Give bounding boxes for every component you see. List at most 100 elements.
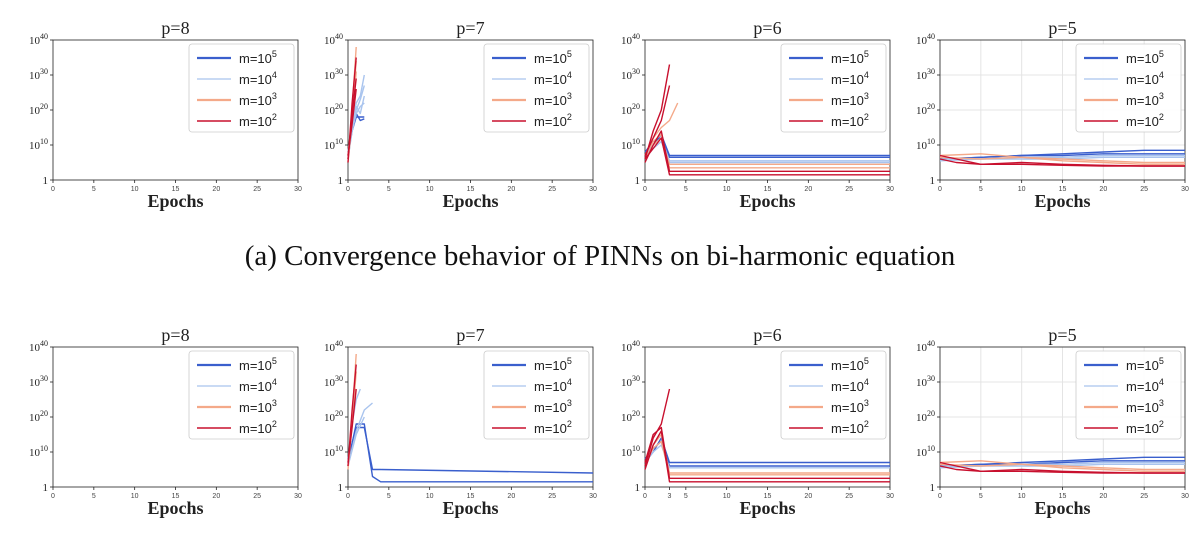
legend-label: m=104 (239, 70, 277, 87)
x-tick-label: 20 (1099, 186, 1107, 193)
series-line-m1e3 (939, 153, 1185, 164)
y-tick-label: 1010 (29, 444, 48, 459)
x-tick-label: 0 (346, 493, 350, 500)
legend-label: m=105 (1126, 356, 1164, 373)
legend-box (188, 350, 295, 440)
x-tick-label: 20 (804, 186, 812, 193)
series-line-m1e2 (939, 158, 1185, 167)
x-tick-label: 20 (1099, 493, 1107, 500)
series-line-m1e4 (644, 140, 890, 164)
x-tick-label: 0 (51, 493, 55, 500)
legend-box (188, 43, 295, 133)
y-tick-label: 1010 (621, 137, 640, 152)
y-tick-label: 1040 (29, 32, 48, 47)
y-tick-label: 1040 (324, 339, 343, 354)
x-tick-label: 30 (1181, 186, 1189, 193)
legend-box (1075, 43, 1182, 133)
series-line-m1e3 (644, 440, 890, 476)
y-tick-label: 1020 (324, 102, 343, 117)
legend-label: m=104 (534, 70, 572, 87)
x-tick-label: 20 (507, 493, 515, 500)
legend-label: m=105 (831, 356, 869, 373)
y-tick-label: 1 (635, 482, 641, 494)
x-tick-label: 5 (684, 186, 688, 193)
legend-label: m=105 (1126, 49, 1164, 66)
y-tick-label: 1010 (324, 137, 343, 152)
series-line-m1e3 (939, 460, 1185, 471)
y-tick-label: 1 (338, 175, 344, 187)
x-tick-label: 15 (1059, 493, 1067, 500)
legend-label: m=105 (239, 356, 277, 373)
series-line-m1e5 (644, 437, 890, 464)
y-tick-label: 1010 (916, 137, 935, 152)
x-tick-label: 5 (387, 186, 391, 193)
y-tick-label: 1020 (324, 409, 343, 424)
x-tick-label: 15 (172, 493, 180, 500)
series-line-m1e2 (644, 426, 890, 479)
x-tick-label: 20 (804, 493, 812, 500)
x-tick-label: 10 (426, 493, 434, 500)
y-tick-label: 1 (43, 482, 49, 494)
y-tick-label: 1030 (916, 67, 935, 82)
y-tick-label: 1 (930, 175, 936, 187)
y-tick-label: 1040 (621, 32, 640, 47)
legend-label: m=105 (534, 49, 572, 66)
x-tick-label: 25 (845, 493, 853, 500)
x-axis-label: Epochs (442, 498, 498, 518)
x-tick-label: 15 (1059, 186, 1067, 193)
subplot-7: p=6 1 1010 1020 1030 1040 0 3 5 10 15 20 25 30 Epochs m… (621, 325, 894, 518)
y-tick-label: 1030 (29, 67, 48, 82)
x-tick-label: 30 (1181, 493, 1189, 500)
legend-label: m=102 (239, 112, 277, 129)
x-axis-label: Epochs (147, 191, 203, 211)
y-tick-label: 1030 (29, 374, 48, 389)
subplot-title: p=5 (1048, 18, 1076, 38)
y-tick-label: 1 (930, 482, 936, 494)
y-tick-label: 1010 (29, 137, 48, 152)
legend-label: m=104 (831, 377, 869, 394)
subplot-title: p=7 (456, 18, 484, 38)
legend-box (780, 350, 887, 440)
x-tick-label: 5 (92, 493, 96, 500)
legend-label: m=102 (831, 112, 869, 129)
subplot-title: p=6 (753, 325, 781, 345)
series-line-m1e2 (939, 465, 1185, 474)
figure-caption: (a) Convergence behavior of PINNs on bi-… (245, 240, 956, 272)
x-tick-label: 15 (172, 186, 180, 193)
x-axis-label: Epochs (442, 191, 498, 211)
x-tick-label: 10 (131, 186, 139, 193)
x-tick-label: 30 (589, 493, 597, 500)
y-tick-label: 1 (635, 175, 641, 187)
legend-label: m=104 (534, 377, 572, 394)
series-line-m1e2 (644, 137, 890, 176)
y-tick-label: 1040 (916, 339, 935, 354)
y-tick-label: 1040 (621, 339, 640, 354)
legend-label: m=105 (239, 49, 277, 66)
x-axis-label: Epochs (147, 498, 203, 518)
legend-label: m=103 (831, 91, 869, 108)
x-tick-label: 25 (548, 186, 556, 193)
x-tick-label: 25 (548, 493, 556, 500)
legend-label: m=105 (831, 49, 869, 66)
subplot-4: p=5 1 1010 1020 1030 1040 0 5 10 15 20 25 30 Epochs m=… (916, 18, 1189, 211)
x-tick-label: 3 (668, 493, 672, 500)
y-tick-label: 1040 (324, 32, 343, 47)
subplot-title: p=7 (456, 325, 484, 345)
legend-label: m=105 (534, 356, 572, 373)
x-tick-label: 5 (979, 186, 983, 193)
legend-label: m=104 (239, 377, 277, 394)
x-tick-label: 10 (723, 493, 731, 500)
series-line-m1e3 (939, 156, 1185, 166)
y-tick-label: 1010 (324, 444, 343, 459)
legend-label: m=102 (831, 419, 869, 436)
x-tick-label: 30 (294, 493, 302, 500)
x-tick-label: 0 (346, 186, 350, 193)
x-tick-label: 25 (845, 186, 853, 193)
x-tick-label: 25 (1140, 186, 1148, 193)
subplot-title: p=5 (1048, 325, 1076, 345)
x-axis-label: Epochs (1034, 498, 1090, 518)
legend-label: m=102 (1126, 112, 1164, 129)
x-tick-label: 30 (886, 493, 894, 500)
y-tick-label: 1 (43, 175, 49, 187)
